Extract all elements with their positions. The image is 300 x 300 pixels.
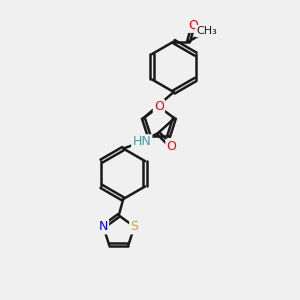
Text: N: N bbox=[99, 220, 108, 233]
Text: S: S bbox=[130, 220, 138, 233]
Text: O: O bbox=[154, 100, 164, 113]
Text: CH₃: CH₃ bbox=[196, 26, 217, 36]
Text: HN: HN bbox=[132, 136, 151, 148]
Text: O: O bbox=[188, 19, 198, 32]
Text: O: O bbox=[167, 140, 176, 153]
